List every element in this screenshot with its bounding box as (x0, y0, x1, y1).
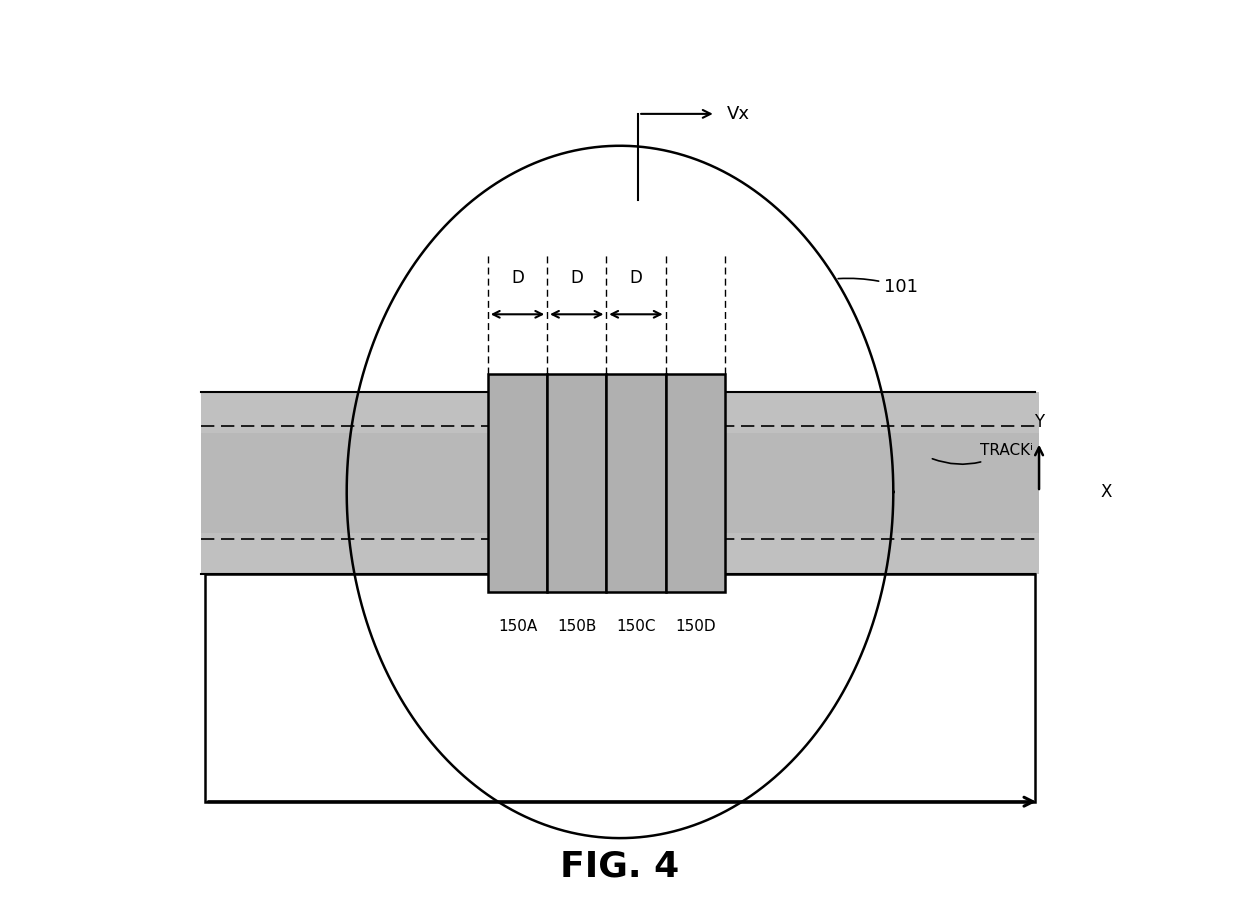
Bar (487, 374, 547, 592)
Text: TRACKⁱ: TRACKⁱ (932, 444, 1033, 465)
Text: 101: 101 (838, 278, 918, 296)
Text: D: D (570, 269, 583, 287)
Bar (547, 374, 606, 592)
Text: D: D (511, 269, 525, 287)
Text: Y: Y (1034, 413, 1044, 431)
Bar (666, 374, 724, 592)
Bar (606, 374, 666, 592)
Text: 150A: 150A (498, 619, 537, 634)
Text: 150B: 150B (557, 619, 596, 634)
Text: FIG. 4: FIG. 4 (560, 850, 680, 884)
Bar (201, 433, 1039, 533)
Bar (206, 574, 1034, 802)
Bar (201, 533, 1039, 574)
Text: Vx: Vx (727, 105, 750, 123)
Text: X: X (1100, 483, 1111, 501)
Bar (201, 392, 1039, 433)
Text: 150C: 150C (616, 619, 656, 634)
Text: 150D: 150D (675, 619, 715, 634)
Text: D: D (630, 269, 642, 287)
